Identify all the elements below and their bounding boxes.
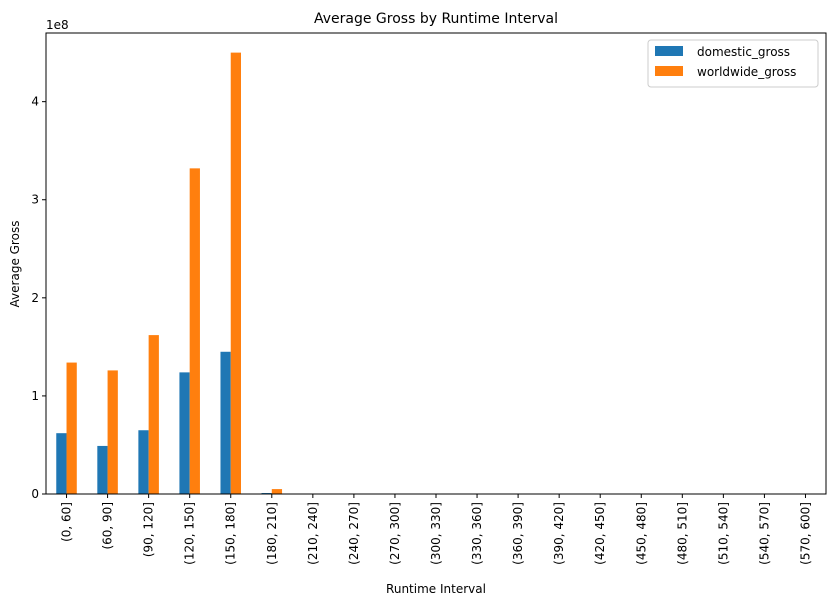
bar-domestic-gross [56,433,67,494]
x-tick-label: (210, 240] [306,502,320,565]
bar-worldwide-gross [271,489,283,494]
y-axis-title: Average Gross [8,221,22,308]
x-tick-label: (390, 420] [552,502,566,565]
x-tick-label: (300, 330] [429,502,443,565]
bar-worldwide-gross [107,370,118,494]
x-tick-label: (330, 360] [470,502,484,565]
legend-label-domestic: domestic_gross [697,45,790,59]
x-tick-label: (90, 120] [142,502,156,557]
x-tick-label: (240, 270] [347,502,361,565]
y-tick-label: 4 [31,95,39,109]
bar-domestic-gross [97,445,108,494]
bar-domestic-gross [138,430,149,494]
bar-domestic-gross [220,351,231,494]
x-tick-label: (480, 510] [675,502,689,565]
y-offset-label: 1e8 [46,18,69,32]
x-tick-label: (150, 180] [224,502,238,565]
bar-worldwide-gross [66,362,77,494]
y-tick-label: 0 [31,487,39,501]
x-tick-label: (120, 150] [183,502,197,565]
x-tick-label: (570, 600] [798,502,812,565]
y-tick-label: 2 [31,291,39,305]
legend-frame [647,39,819,88]
chart-title: Average Gross by Runtime Interval [314,11,558,27]
bar-domestic-gross [179,372,190,494]
x-tick-label: (0, 60] [60,502,74,542]
bar-worldwide-gross [148,335,159,494]
y-tick-label: 3 [31,193,39,207]
legend: domestic_gross worldwide_gross [647,39,819,88]
x-axis-title: Runtime Interval [386,582,486,596]
y-tick-label: 1 [31,389,39,403]
legend-swatch-domestic [655,46,683,56]
y-axis: 0 1 2 3 4 [31,95,46,501]
bars-group [56,52,283,495]
x-tick-label: (420, 450] [593,502,607,565]
x-tick-label: (360, 390] [511,502,525,565]
x-tick-label: (270, 300] [388,502,402,565]
x-tick-label: (60, 90] [101,502,115,550]
x-axis: (0, 60] (60, 90] (90, 120] (120, 150] (150, … [60,494,812,565]
plot-frame [45,32,827,495]
x-tick-label: (180, 210] [265,502,279,565]
bar-worldwide-gross [230,52,241,495]
x-tick-label: (510, 540] [716,502,730,565]
legend-label-worldwide: worldwide_gross [697,65,796,79]
x-tick-label: (450, 480] [634,502,648,565]
bar-worldwide-gross [189,168,200,494]
legend-swatch-worldwide [655,66,683,76]
x-tick-label: (540, 570] [757,502,771,565]
